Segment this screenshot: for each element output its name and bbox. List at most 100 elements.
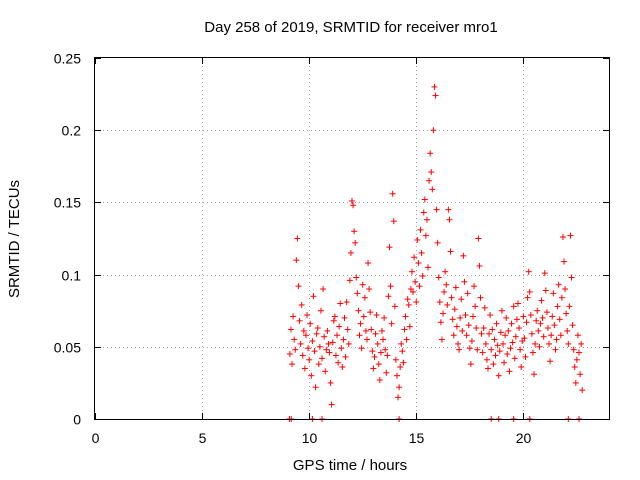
- data-point: [375, 361, 382, 368]
- data-point: [486, 330, 493, 337]
- data-point: [464, 290, 471, 297]
- data-point: [533, 317, 540, 324]
- data-point: [291, 336, 298, 343]
- data-point: [481, 304, 488, 311]
- data-point: [538, 297, 545, 304]
- data-point: [517, 346, 524, 353]
- data-point: [341, 314, 348, 321]
- data-point: [572, 379, 579, 386]
- data-point: [378, 327, 385, 334]
- data-point: [382, 346, 389, 353]
- data-point: [383, 369, 390, 376]
- data-point: [325, 340, 332, 347]
- data-point: [496, 348, 503, 355]
- data-point: [334, 332, 341, 339]
- data-point: [455, 340, 462, 347]
- data-point: [359, 281, 366, 288]
- data-point: [504, 351, 511, 358]
- data-point: [329, 339, 336, 346]
- data-point: [387, 283, 394, 290]
- data-point: [346, 277, 353, 284]
- data-point: [448, 294, 455, 301]
- y-tick-label: 0.15: [54, 195, 81, 211]
- data-point: [412, 278, 419, 285]
- data-point: [552, 346, 559, 353]
- data-point: [292, 346, 299, 353]
- data-point: [501, 359, 508, 366]
- data-point: [418, 249, 425, 256]
- data-point: [351, 228, 358, 235]
- data-point: [577, 371, 584, 378]
- data-point: [449, 316, 456, 323]
- data-point: [463, 332, 470, 339]
- data-point: [573, 356, 580, 363]
- data-point: [353, 274, 360, 281]
- data-point: [431, 83, 438, 90]
- chart-title: Day 258 of 2019, SRMTID for receiver mro…: [204, 19, 497, 36]
- data-point: [310, 293, 317, 300]
- data-point: [505, 327, 512, 334]
- data-point: [506, 368, 513, 375]
- x-tick-label: 10: [302, 430, 318, 446]
- data-point: [472, 303, 479, 310]
- data-point: [294, 235, 301, 242]
- data-point: [342, 353, 349, 360]
- data-point: [408, 268, 415, 275]
- data-point: [425, 264, 432, 271]
- data-point: [386, 244, 393, 251]
- data-point: [474, 346, 481, 353]
- data-point: [549, 313, 556, 320]
- axis-ticks: [95, 58, 609, 420]
- data-point: [491, 336, 498, 343]
- data-point: [509, 339, 516, 346]
- data-point: [315, 361, 322, 368]
- y-tick-labels: 0 0.05 0.1 0.15 0.2 0.25: [54, 51, 81, 428]
- data-point: [393, 372, 400, 379]
- data-point: [343, 299, 350, 306]
- data-point: [366, 286, 373, 293]
- data-point: [286, 351, 293, 358]
- data-point: [528, 330, 535, 337]
- data-point: [535, 327, 542, 334]
- data-point: [433, 206, 440, 213]
- data-point: [527, 312, 534, 319]
- data-point: [328, 401, 335, 408]
- data-point: [442, 268, 449, 275]
- data-point: [350, 202, 357, 209]
- data-point: [322, 368, 329, 375]
- data-point: [301, 365, 308, 372]
- data-point: [317, 307, 324, 314]
- data-point: [484, 365, 491, 372]
- data-point: [426, 177, 433, 184]
- data-point: [392, 356, 399, 363]
- data-point: [480, 325, 487, 332]
- data-point: [323, 346, 330, 353]
- data-point: [397, 364, 404, 371]
- data-point: [478, 330, 485, 337]
- x-tick-label: 20: [516, 430, 532, 446]
- data-point: [537, 320, 544, 327]
- data-point: [558, 294, 565, 301]
- data-point: [473, 325, 480, 332]
- data-point: [369, 348, 376, 355]
- data-point: [371, 353, 378, 360]
- data-point: [437, 319, 444, 326]
- data-point: [461, 278, 468, 285]
- data-point: [312, 384, 319, 391]
- data-point: [429, 186, 436, 193]
- data-point: [287, 326, 294, 333]
- data-point: [362, 327, 369, 334]
- data-point: [541, 270, 548, 277]
- data-point: [337, 300, 344, 307]
- data-point: [416, 283, 423, 290]
- data-point: [477, 294, 484, 301]
- y-tick-label: 0: [73, 412, 81, 428]
- data-point: [410, 288, 417, 295]
- data-point: [402, 313, 409, 320]
- data-point: [488, 346, 495, 353]
- data-point: [403, 336, 410, 343]
- data-point: [534, 307, 541, 314]
- data-point: [352, 239, 359, 246]
- data-point: [453, 323, 460, 330]
- data-point: [574, 332, 581, 339]
